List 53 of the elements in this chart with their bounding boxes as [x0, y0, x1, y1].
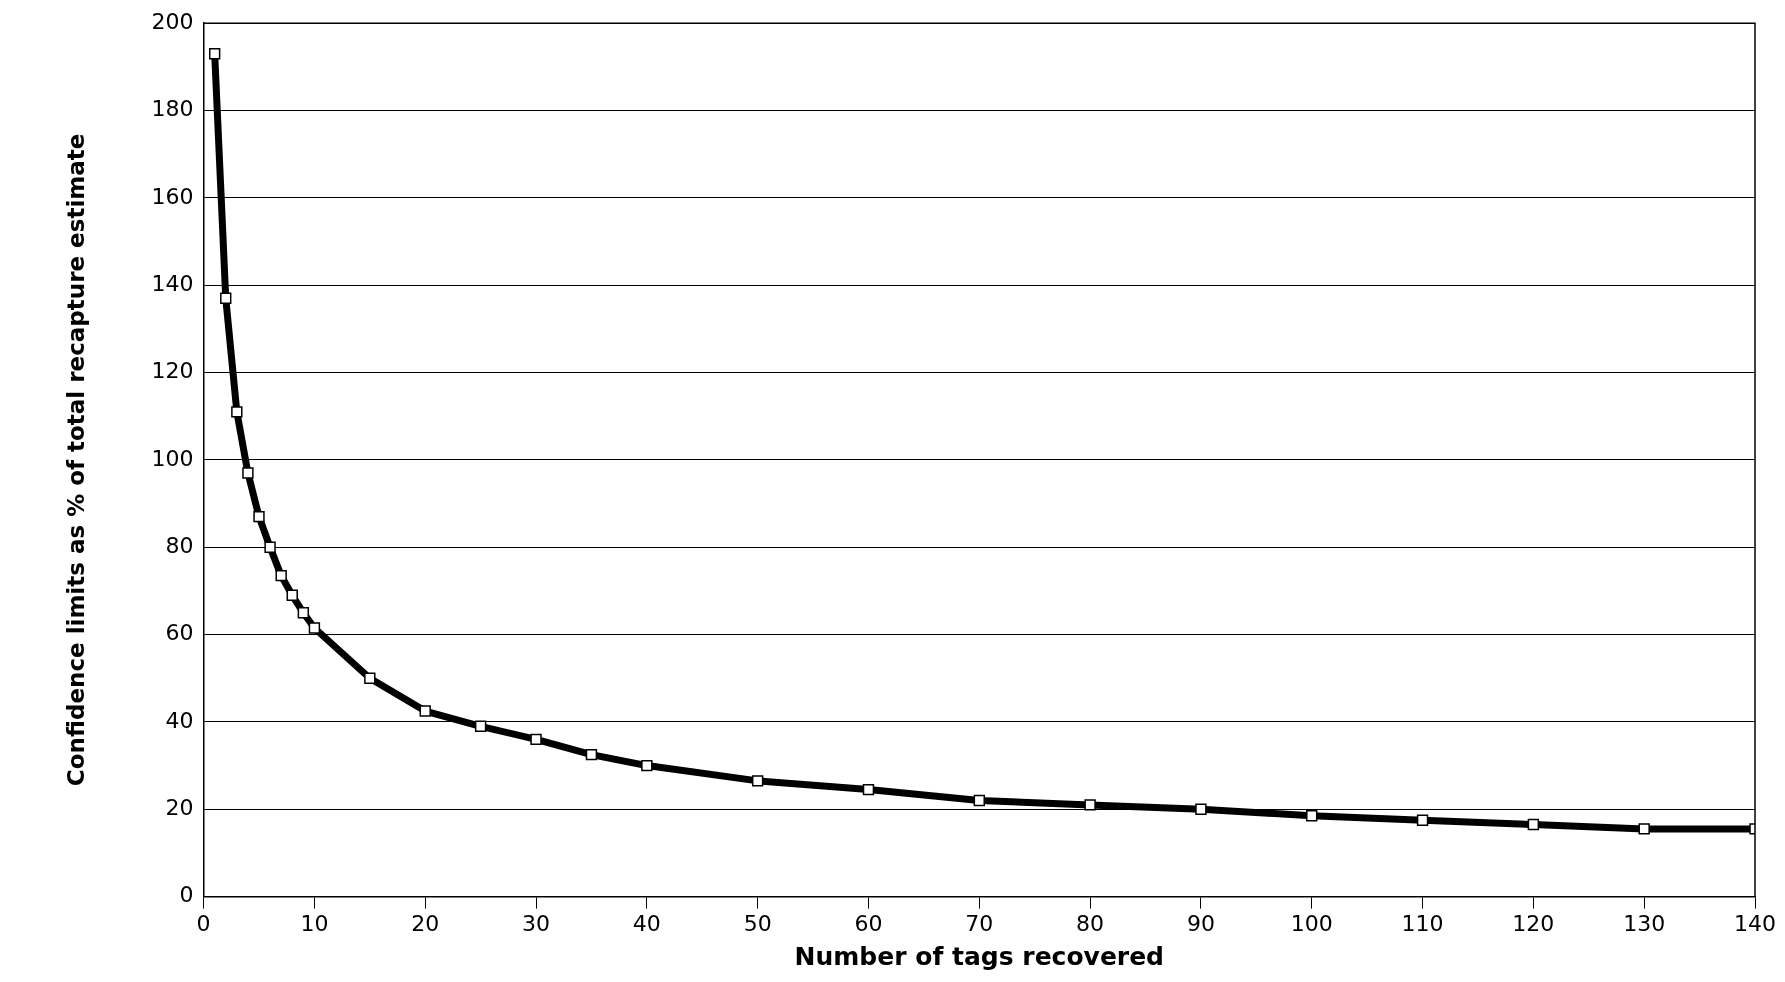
y-tick-label: 80	[165, 532, 194, 558]
point	[308, 622, 321, 634]
y-tick-label: 0	[179, 882, 194, 908]
x-tick-label: 30	[522, 910, 551, 936]
x-tick-label: 20	[411, 910, 440, 936]
y-tick-label: 200	[151, 8, 194, 34]
x-tick-label: 90	[1186, 910, 1215, 936]
point	[242, 467, 254, 479]
point	[1416, 814, 1429, 826]
point	[220, 292, 232, 305]
point	[1306, 810, 1318, 822]
point	[751, 775, 764, 787]
point	[286, 589, 298, 601]
point	[231, 406, 243, 418]
point	[208, 48, 221, 60]
x-tick-label: 110	[1401, 910, 1444, 936]
x-tick-label: 60	[854, 910, 883, 936]
y-tick-label: 120	[151, 358, 194, 384]
x-tick-label: 10	[300, 910, 329, 936]
x-tick-label: 140	[1734, 910, 1776, 936]
x-tick-label: 120	[1512, 910, 1555, 936]
point	[364, 672, 376, 684]
y-tick-label: 140	[151, 270, 194, 296]
point	[973, 794, 985, 807]
x-tick-label: 100	[1290, 910, 1333, 936]
point	[862, 783, 875, 796]
y-axis-title: Confidence limits as % of total recapture estimate	[62, 133, 89, 787]
y-tick-label: 180	[151, 96, 194, 122]
x-tick-label: 80	[1076, 910, 1105, 936]
y-tick-label: 160	[151, 183, 194, 209]
point	[264, 541, 276, 553]
y-tick-label: 40	[165, 707, 194, 733]
point	[474, 720, 487, 732]
point	[585, 748, 598, 761]
point	[1195, 803, 1207, 815]
point	[419, 705, 431, 717]
x-axis-title: Number of tags recovered	[794, 941, 1165, 971]
point	[297, 607, 310, 619]
x-tick-label: 130	[1623, 910, 1666, 936]
y-tick-label: 60	[165, 620, 194, 646]
point	[275, 569, 287, 582]
y-tick-label: 100	[151, 445, 194, 471]
y-tick-label: 20	[165, 794, 194, 820]
point	[1527, 818, 1540, 831]
point	[253, 510, 265, 523]
x-tick-label: 50	[743, 910, 772, 936]
point	[530, 733, 542, 746]
x-tick-label: 0	[196, 910, 211, 936]
x-tick-label: 70	[965, 910, 994, 936]
point	[641, 759, 653, 772]
point	[1084, 799, 1096, 811]
point	[1638, 823, 1650, 835]
x-tick-label: 40	[632, 910, 661, 936]
